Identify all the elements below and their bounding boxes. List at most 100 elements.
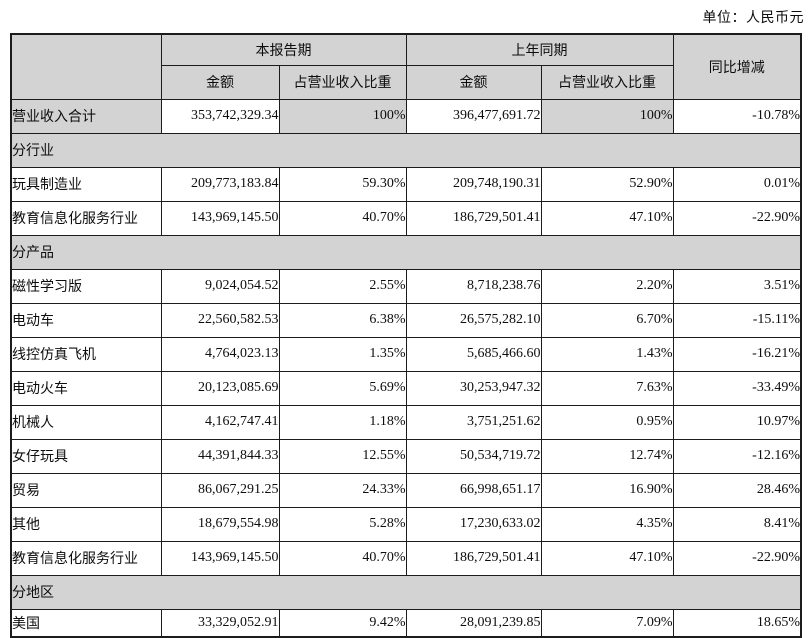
table-row: 线控仿真飞机 4,764,023.13 1.35% 5,685,466.60 1… xyxy=(10,336,802,372)
cell-current-pct: 100% xyxy=(278,98,407,134)
cell-yoy: 3.51% xyxy=(672,268,802,304)
cell-prior-pct: 47.10% xyxy=(540,540,674,576)
cell-yoy: 28.46% xyxy=(672,472,802,508)
cell-prior-amount: 28,091,239.85 xyxy=(405,608,542,638)
cell-prior-amount: 26,575,282.10 xyxy=(405,302,542,338)
row-label: 其他 xyxy=(10,506,162,542)
row-label: 营业收入合计 xyxy=(10,98,162,134)
cell-current-amount: 143,969,145.50 xyxy=(160,540,280,576)
cell-prior-pct: 6.70% xyxy=(540,302,674,338)
cell-prior-amount: 3,751,251.62 xyxy=(405,404,542,440)
row-label: 机械人 xyxy=(10,404,162,440)
section-label: 分地区 xyxy=(10,574,802,610)
table-row: 美国 33,329,052.91 9.42% 28,091,239.85 7.0… xyxy=(10,608,802,638)
cell-yoy: -33.49% xyxy=(672,370,802,406)
col-header-pct-prior: 占营业收入比重 xyxy=(540,64,674,100)
cell-current-amount: 33,329,052.91 xyxy=(160,608,280,638)
cell-prior-amount: 17,230,633.02 xyxy=(405,506,542,542)
cell-prior-pct: 4.35% xyxy=(540,506,674,542)
row-label: 女仔玩具 xyxy=(10,438,162,474)
cell-current-amount: 20,123,085.69 xyxy=(160,370,280,406)
cell-prior-pct: 16.90% xyxy=(540,472,674,508)
col-header-current-period: 本报告期 xyxy=(160,33,407,66)
cell-prior-pct: 7.09% xyxy=(540,608,674,638)
cell-yoy: -12.16% xyxy=(672,438,802,474)
cell-yoy: -22.90% xyxy=(672,200,802,236)
cell-current-pct: 59.30% xyxy=(278,166,407,202)
table-row: 电动车 22,560,582.53 6.38% 26,575,282.10 6.… xyxy=(10,302,802,338)
cell-yoy: -10.78% xyxy=(672,98,802,134)
cell-current-amount: 209,773,183.84 xyxy=(160,166,280,202)
cell-prior-pct: 1.43% xyxy=(540,336,674,372)
cell-current-pct: 5.28% xyxy=(278,506,407,542)
cell-prior-pct: 12.74% xyxy=(540,438,674,474)
cell-current-amount: 9,024,054.52 xyxy=(160,268,280,304)
row-label: 美国 xyxy=(10,608,162,638)
cell-yoy: -22.90% xyxy=(672,540,802,576)
col-header-pct-current: 占营业收入比重 xyxy=(278,64,407,100)
cell-yoy: 0.01% xyxy=(672,166,802,202)
cell-current-amount: 18,679,554.98 xyxy=(160,506,280,542)
col-header-amount-current: 金额 xyxy=(160,64,280,100)
cell-current-amount: 4,764,023.13 xyxy=(160,336,280,372)
cell-current-amount: 143,969,145.50 xyxy=(160,200,280,236)
cell-current-pct: 6.38% xyxy=(278,302,407,338)
cell-prior-amount: 186,729,501.41 xyxy=(405,200,542,236)
table-row-total: 营业收入合计 353,742,329.34 100% 396,477,691.7… xyxy=(10,98,802,134)
col-header-amount-prior: 金额 xyxy=(405,64,542,100)
cell-yoy: -15.11% xyxy=(672,302,802,338)
table-row: 玩具制造业 209,773,183.84 59.30% 209,748,190.… xyxy=(10,166,802,202)
cell-current-pct: 9.42% xyxy=(278,608,407,638)
cell-current-pct: 40.70% xyxy=(278,540,407,576)
cell-current-pct: 2.55% xyxy=(278,268,407,304)
cell-prior-pct: 7.63% xyxy=(540,370,674,406)
cell-prior-pct: 100% xyxy=(540,98,674,134)
section-row-by-region: 分地区 xyxy=(10,574,802,610)
revenue-breakdown-table: 本报告期 上年同期 同比增减 金额 占营业收入比重 金额 占营业收入比重 营业收… xyxy=(10,33,802,638)
cell-prior-pct: 2.20% xyxy=(540,268,674,304)
cell-prior-amount: 186,729,501.41 xyxy=(405,540,542,576)
cell-prior-amount: 209,748,190.31 xyxy=(405,166,542,202)
col-header-yoy: 同比增减 xyxy=(672,33,802,100)
row-label: 磁性学习版 xyxy=(10,268,162,304)
cell-prior-amount: 30,253,947.32 xyxy=(405,370,542,406)
row-label: 玩具制造业 xyxy=(10,166,162,202)
section-row-by-industry: 分行业 xyxy=(10,132,802,168)
cell-current-amount: 44,391,844.33 xyxy=(160,438,280,474)
cell-current-amount: 22,560,582.53 xyxy=(160,302,280,338)
cell-yoy: 8.41% xyxy=(672,506,802,542)
cell-yoy: -16.21% xyxy=(672,336,802,372)
table-row: 电动火车 20,123,085.69 5.69% 30,253,947.32 7… xyxy=(10,370,802,406)
table-row: 女仔玩具 44,391,844.33 12.55% 50,534,719.72 … xyxy=(10,438,802,474)
cell-prior-amount: 50,534,719.72 xyxy=(405,438,542,474)
row-label: 线控仿真飞机 xyxy=(10,336,162,372)
cell-current-pct: 24.33% xyxy=(278,472,407,508)
header-row-measures: 金额 占营业收入比重 金额 占营业收入比重 xyxy=(11,64,801,100)
cell-current-pct: 1.18% xyxy=(278,404,407,440)
section-row-by-product: 分产品 xyxy=(10,234,802,270)
row-label: 教育信息化服务行业 xyxy=(10,200,162,236)
table-row: 教育信息化服务行业 143,969,145.50 40.70% 186,729,… xyxy=(10,540,802,576)
table-row: 教育信息化服务行业 143,969,145.50 40.70% 186,729,… xyxy=(10,200,802,236)
table-row: 贸易 86,067,291.25 24.33% 66,998,651.17 16… xyxy=(10,472,802,508)
cell-prior-pct: 47.10% xyxy=(540,200,674,236)
col-header-prior-period: 上年同期 xyxy=(405,33,674,66)
cell-yoy: 18.65% xyxy=(672,608,802,638)
cell-current-amount: 86,067,291.25 xyxy=(160,472,280,508)
cell-current-amount: 353,742,329.34 xyxy=(160,98,280,134)
table-row: 机械人 4,162,747.41 1.18% 3,751,251.62 0.95… xyxy=(10,404,802,440)
row-label: 教育信息化服务行业 xyxy=(10,540,162,576)
cell-prior-pct: 52.90% xyxy=(540,166,674,202)
unit-label: 单位：人民币元 xyxy=(702,11,804,26)
header-row-periods: 本报告期 上年同期 同比增减 xyxy=(10,33,802,100)
cell-current-pct: 1.35% xyxy=(278,336,407,372)
section-label: 分产品 xyxy=(10,234,802,270)
cell-prior-pct: 0.95% xyxy=(540,404,674,440)
row-label: 电动车 xyxy=(10,302,162,338)
table-row: 其他 18,679,554.98 5.28% 17,230,633.02 4.3… xyxy=(10,506,802,542)
row-label: 贸易 xyxy=(10,472,162,508)
cell-yoy: 10.97% xyxy=(672,404,802,440)
table-row: 磁性学习版 9,024,054.52 2.55% 8,718,238.76 2.… xyxy=(10,268,802,304)
section-label: 分行业 xyxy=(10,132,802,168)
